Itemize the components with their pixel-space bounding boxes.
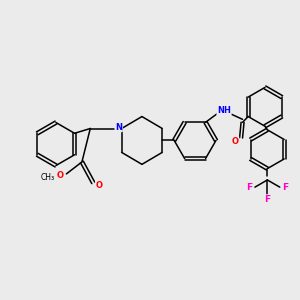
Text: N: N <box>115 122 122 131</box>
Text: F: F <box>247 183 253 192</box>
Text: O: O <box>232 137 238 146</box>
Text: O: O <box>57 171 64 180</box>
Text: CH₃: CH₃ <box>40 173 55 182</box>
Text: F: F <box>282 183 288 192</box>
Text: F: F <box>264 195 270 204</box>
Text: NH: NH <box>217 106 231 115</box>
Text: O: O <box>96 181 103 190</box>
